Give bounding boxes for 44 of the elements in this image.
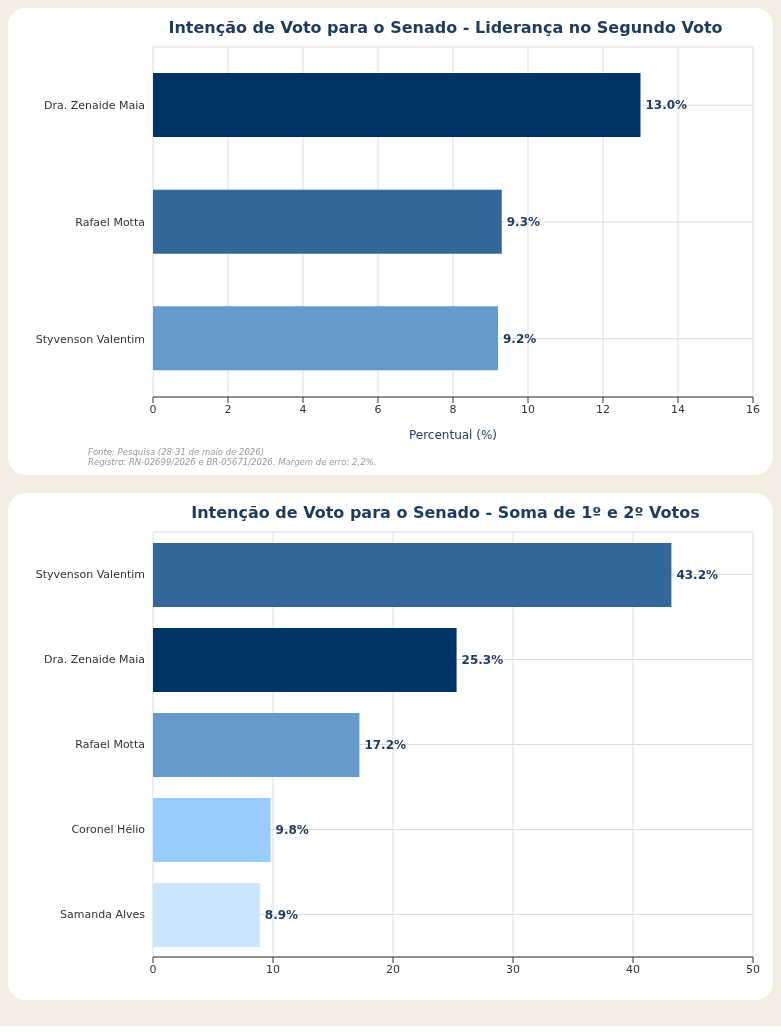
y-tick-label: Samanda Alves	[60, 908, 146, 922]
x-tick-label: 2	[224, 402, 232, 416]
x-tick-label: 6	[374, 402, 382, 416]
y-tick-label: Coronel Hélio	[71, 823, 146, 837]
bar	[153, 883, 260, 947]
bar	[153, 306, 498, 371]
y-tick-label: Rafael Motta	[75, 215, 145, 229]
data-label: 13.0%	[645, 98, 688, 113]
x-tick-label: 4	[299, 402, 307, 416]
data-label: 43.2%	[676, 568, 719, 583]
data-label: 9.3%	[506, 214, 541, 229]
y-tick-label: Styvenson Valentim	[35, 568, 145, 582]
x-tick-label: 10	[266, 962, 280, 976]
bar	[153, 73, 641, 137]
data-label: 17.2%	[364, 738, 407, 753]
x-tick-label: 0	[149, 402, 157, 416]
data-label: 25.3%	[461, 653, 504, 668]
bar	[153, 713, 360, 777]
x-tick-label: 40	[626, 962, 640, 976]
chart-title: Intenção de Voto para o Senado - Liderança no Segundo Voto	[167, 18, 724, 37]
bar	[153, 798, 271, 862]
x-tick-label: 30	[506, 962, 520, 976]
x-tick-label: 20	[386, 962, 400, 976]
y-tick-label: Styvenson Valentim	[35, 332, 145, 346]
bar	[153, 543, 672, 607]
x-tick-label: 16	[746, 402, 760, 416]
bar	[153, 189, 502, 254]
source-note: Fonte: Pesquisa (28-31 de maio de 2026)	[87, 447, 265, 457]
y-tick-label: Rafael Motta	[75, 738, 145, 752]
x-tick-label: 14	[671, 402, 685, 416]
data-label: 9.2%	[503, 331, 537, 346]
x-tick-label: 8	[449, 402, 457, 416]
y-tick-label: Dra. Zenaide Maia	[43, 99, 145, 113]
chart-title: Intenção de Voto para o Senado - Soma de 1º e 2º Votos	[190, 503, 701, 522]
y-tick-label: Dra. Zenaide Maia	[43, 653, 145, 667]
x-tick-label: 0	[149, 962, 157, 976]
x-tick-label: 50	[746, 962, 760, 976]
x-axis-title: Percentual (%)	[408, 428, 498, 442]
x-tick-label: 12	[596, 402, 610, 416]
bar	[153, 628, 457, 692]
text: Registro: RN-02699/2026 e BR-05671/2026. Margem de erro: 2,2%.	[87, 457, 378, 467]
data-label: 9.8%	[275, 823, 309, 838]
x-tick-label: 10	[521, 402, 535, 416]
data-label: 8.9%	[264, 908, 299, 923]
